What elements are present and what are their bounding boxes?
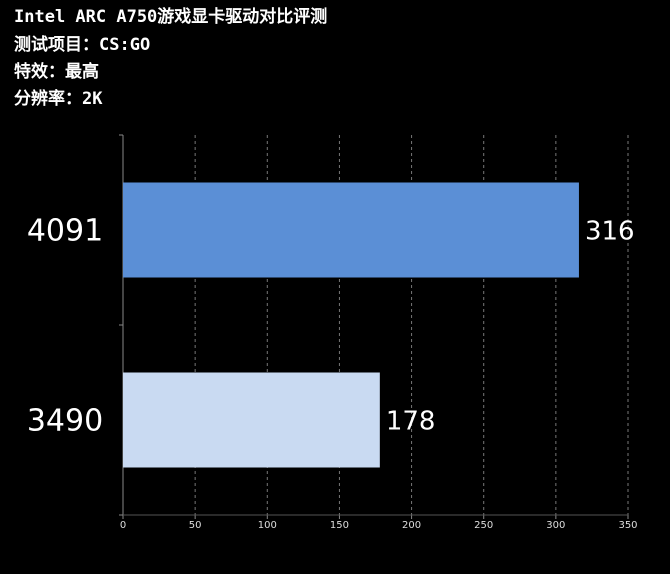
x-tick-label: 100 <box>258 520 277 531</box>
x-tick-label: 150 <box>330 520 349 531</box>
y-tick-label: 4091 <box>27 214 103 249</box>
value-label: 178 <box>386 407 436 437</box>
bar <box>123 182 579 278</box>
x-tick-label: 200 <box>402 520 421 531</box>
y-tick-label: 3490 <box>27 404 103 439</box>
value-label: 316 <box>585 217 635 247</box>
x-tick-label: 350 <box>618 520 637 531</box>
x-tick-label: 250 <box>474 520 493 531</box>
x-tick-label: 50 <box>189 520 202 531</box>
subtitle: 特效：最高 <box>14 61 99 82</box>
x-tick-label: 300 <box>546 520 565 531</box>
bar <box>123 372 380 468</box>
subtitle: 测试项目：CS:GO <box>14 34 150 55</box>
chart-title: Intel ARC A750游戏显卡驱动对比评测 <box>14 6 327 27</box>
x-tick-label: 0 <box>120 520 126 531</box>
subtitle: 分辨率：2K <box>14 88 103 109</box>
